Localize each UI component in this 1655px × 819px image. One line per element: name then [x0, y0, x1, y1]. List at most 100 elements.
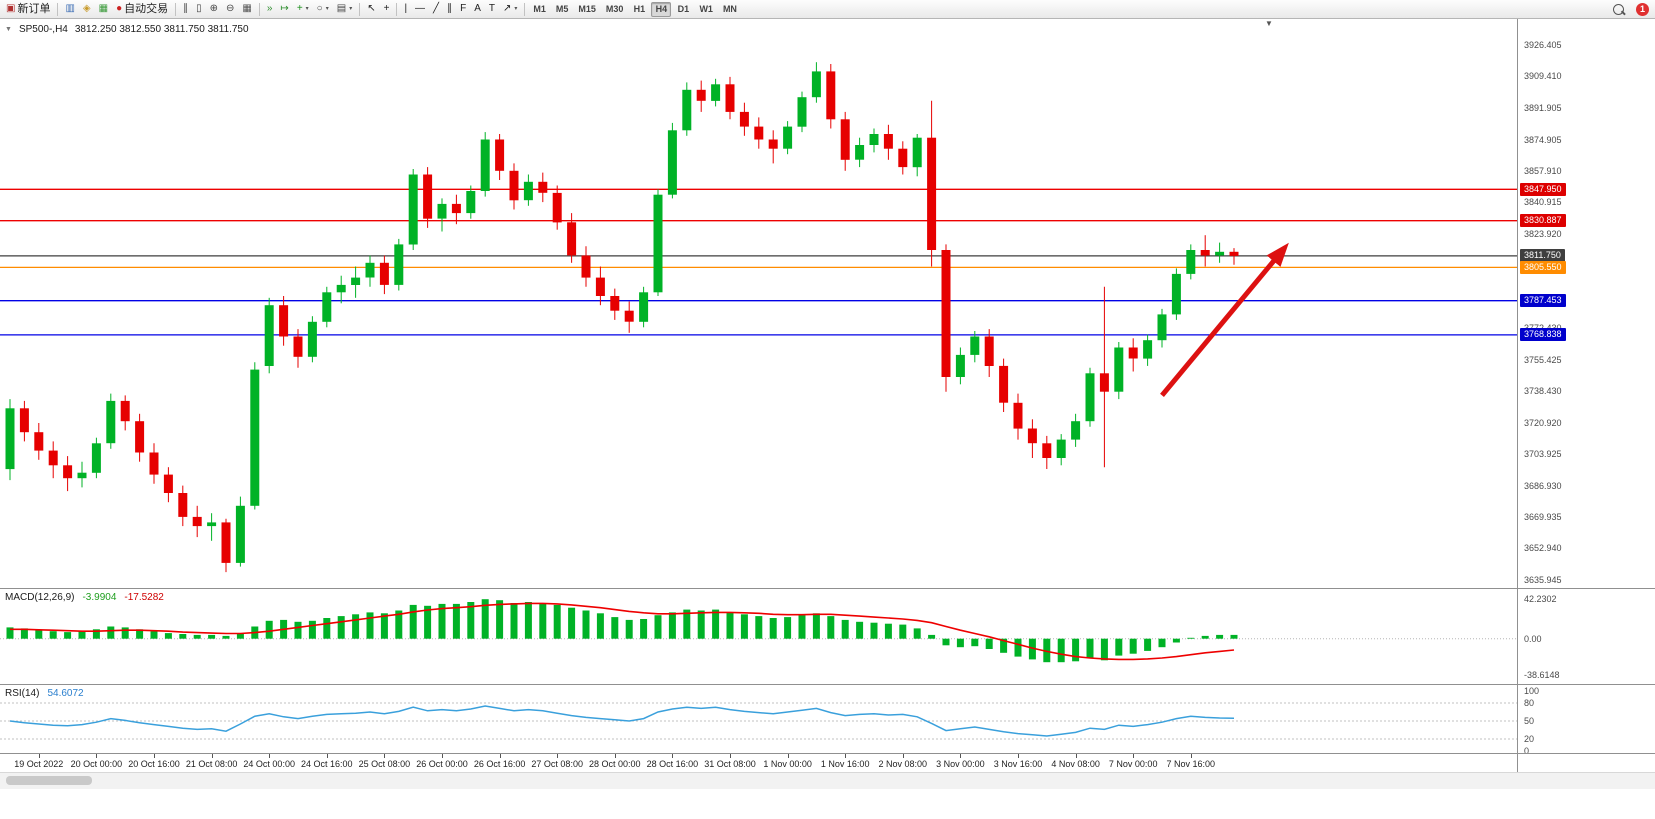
chart-shift-icon: ↦: [280, 3, 289, 14]
text-icon: A: [474, 3, 481, 14]
caret-down-icon: ▾: [325, 6, 329, 12]
price-line-badge: 3768.838: [1520, 328, 1566, 342]
indicators-button[interactable]: + ▾: [293, 1, 313, 17]
price-chart-svg[interactable]: [0, 18, 1517, 588]
time-axis-label: 19 Oct 2022: [14, 759, 64, 769]
pane-divider[interactable]: [0, 588, 1655, 589]
zoom-in-button[interactable]: ⊕: [206, 1, 222, 17]
timeframe-m5-button[interactable]: M5: [552, 2, 573, 17]
rsi-axis-label: 50: [1524, 716, 1535, 726]
autotrading-icon: ●: [116, 3, 123, 14]
time-axis-label: 4 Nov 08:00: [1051, 759, 1100, 769]
horizontal-line-button[interactable]: —: [411, 1, 429, 17]
rsi-pane[interactable]: RSI(14) 54.6072: [0, 685, 1517, 753]
time-axis-label: 7 Nov 16:00: [1166, 759, 1216, 769]
timeframe-m30-button[interactable]: M30: [602, 2, 628, 17]
text-label-icon: T: [488, 3, 495, 14]
chart-shift-marker-icon[interactable]: ▼: [1265, 19, 1273, 28]
auto-scroll-button[interactable]: »: [263, 1, 277, 17]
periods-button[interactable]: ○ ▾: [313, 1, 333, 17]
time-axis-tick: [499, 754, 501, 758]
chart-header: ▼ SP500-,H4 3812.250 3812.550 3811.750 3…: [5, 24, 249, 35]
timeframe-group: M1 M5 M15 M30 H1 H4 D1 W1 MN: [528, 0, 742, 18]
time-axis[interactable]: 19 Oct 2022 20 Oct 00:00 20 Oct 16:00 21 Oc…: [0, 754, 1517, 772]
macd-svg[interactable]: [0, 589, 1517, 684]
fibonacci-button[interactable]: F: [456, 1, 470, 17]
time-axis-tick: [96, 754, 98, 758]
time-axis-label: 20 Oct 16:00: [128, 759, 180, 769]
cursor-button[interactable]: ↖: [363, 1, 379, 17]
tile-windows-button[interactable]: ▦: [238, 1, 255, 17]
channel-button[interactable]: ∥: [443, 1, 456, 17]
timeframe-w1-button[interactable]: W1: [695, 2, 717, 17]
timeframe-m1-button[interactable]: M1: [529, 2, 550, 17]
rsi-indicator-label: RSI(14) 54.6072: [5, 688, 84, 699]
horizontal-scrollbar[interactable]: [0, 772, 1655, 789]
price-axis-label: 3652.940: [1524, 543, 1562, 554]
price-axis-label: 3703.925: [1524, 449, 1562, 460]
time-axis-tick: [557, 754, 559, 758]
vertical-line-button[interactable]: |: [400, 1, 411, 17]
chart-pane[interactable]: ▼ SP500-,H4 3812.250 3812.550 3811.750 3…: [0, 18, 1517, 588]
candlestick-chart-button[interactable]: ▯: [192, 1, 206, 17]
arrows-tool-icon: ↗: [502, 3, 512, 14]
chart-shift-button[interactable]: ↦: [276, 1, 292, 17]
zoom-out-icon: ⊖: [226, 3, 235, 14]
timeframe-h4-button[interactable]: H4: [651, 1, 672, 17]
scrollbar-thumb[interactable]: [6, 776, 92, 785]
trendline-button[interactable]: ╱: [429, 1, 443, 17]
caret-down-icon: ▾: [349, 6, 353, 12]
macd-pane[interactable]: MACD(12,26,9) -3.9904 -17.5282: [0, 589, 1517, 684]
text-label-button[interactable]: T: [485, 1, 499, 17]
time-axis-label: 3 Nov 00:00: [936, 759, 985, 769]
text-button[interactable]: A: [470, 1, 485, 17]
trendline-icon: ╱: [433, 3, 440, 14]
rsi-axis-label: 100: [1524, 686, 1540, 696]
timeframe-m15-button[interactable]: M15: [574, 2, 600, 17]
rsi-svg[interactable]: [0, 685, 1517, 753]
crosshair-button[interactable]: +: [380, 1, 394, 17]
one-click-trading-arrow-icon[interactable]: ▼: [5, 26, 12, 33]
timeframe-mn-button[interactable]: MN: [719, 2, 741, 17]
chart-ohlc: 3812.250 3812.550 3811.750 3811.750: [74, 24, 249, 35]
templates-button[interactable]: ▤ ▾: [333, 1, 356, 17]
toolbar: ▣ 新订单 ▥ ◈ ▦ ● 自动交易 ∥ ▯ ⊕ ⊖ ▦» ↦ + ▾ ○ ▾ ▤ ▾ ↖ + | — ╱ ∥ F A T ↗ ▾ M1 M…: [0, 0, 1655, 19]
bar-chart-button[interactable]: ∥: [179, 1, 192, 17]
new-order-button[interactable]: ▣ 新订单: [2, 1, 54, 17]
channel-icon: ∥: [447, 3, 453, 14]
timeframe-h1-button[interactable]: H1: [629, 2, 649, 17]
cursor-icon: ↖: [367, 3, 376, 14]
time-axis-label: 28 Oct 00:00: [589, 759, 641, 769]
price-axis[interactable]: 3926.405 3909.410 3891.905 3874.905 3857.910…: [1517, 18, 1655, 772]
caret-down-icon: ▾: [305, 6, 309, 12]
navigator-button[interactable]: ◈: [79, 1, 95, 17]
arrows-tool-button[interactable]: ↗ ▾: [499, 1, 521, 17]
timeframe-d1-button[interactable]: D1: [673, 2, 693, 17]
time-axis-tick: [442, 754, 443, 758]
price-axis-label: 3874.905: [1524, 134, 1562, 145]
macd-axis-label: 0.00: [1524, 633, 1542, 644]
price-axis-label: 3720.920: [1524, 418, 1562, 429]
rsi-value: 54.6072: [47, 688, 84, 699]
price-axis-label: 3669.935: [1524, 512, 1562, 522]
price-axis-label: 3891.905: [1524, 103, 1562, 114]
price-line-badge: 3811.750: [1520, 249, 1565, 263]
search-button[interactable]: [1609, 1, 1628, 17]
market-watch-button[interactable]: ▥: [61, 1, 78, 17]
chart-symbol-period: SP500-,H4: [18, 24, 68, 35]
tile-windows-icon: ▦: [242, 3, 252, 14]
time-axis-tick: [269, 754, 271, 758]
pane-divider[interactable]: [0, 684, 1655, 685]
notification-badge[interactable]: 1: [1636, 2, 1649, 16]
zoom-out-button[interactable]: ⊖: [222, 1, 238, 17]
toolbar-separator: [524, 2, 526, 16]
time-axis-label: 27 Oct 08:00: [531, 759, 583, 769]
vertical-line-icon: |: [404, 3, 408, 14]
time-axis-label: 1 Nov 00:00: [763, 759, 812, 769]
terminal-button[interactable]: ▦: [95, 1, 112, 17]
autotrading-button[interactable]: ● 自动交易: [112, 1, 172, 17]
time-axis-tick: [326, 754, 328, 758]
price-line-badge: 3830.887: [1520, 214, 1566, 228]
time-axis-tick: [614, 754, 616, 758]
rsi-axis-label: 80: [1524, 698, 1535, 708]
